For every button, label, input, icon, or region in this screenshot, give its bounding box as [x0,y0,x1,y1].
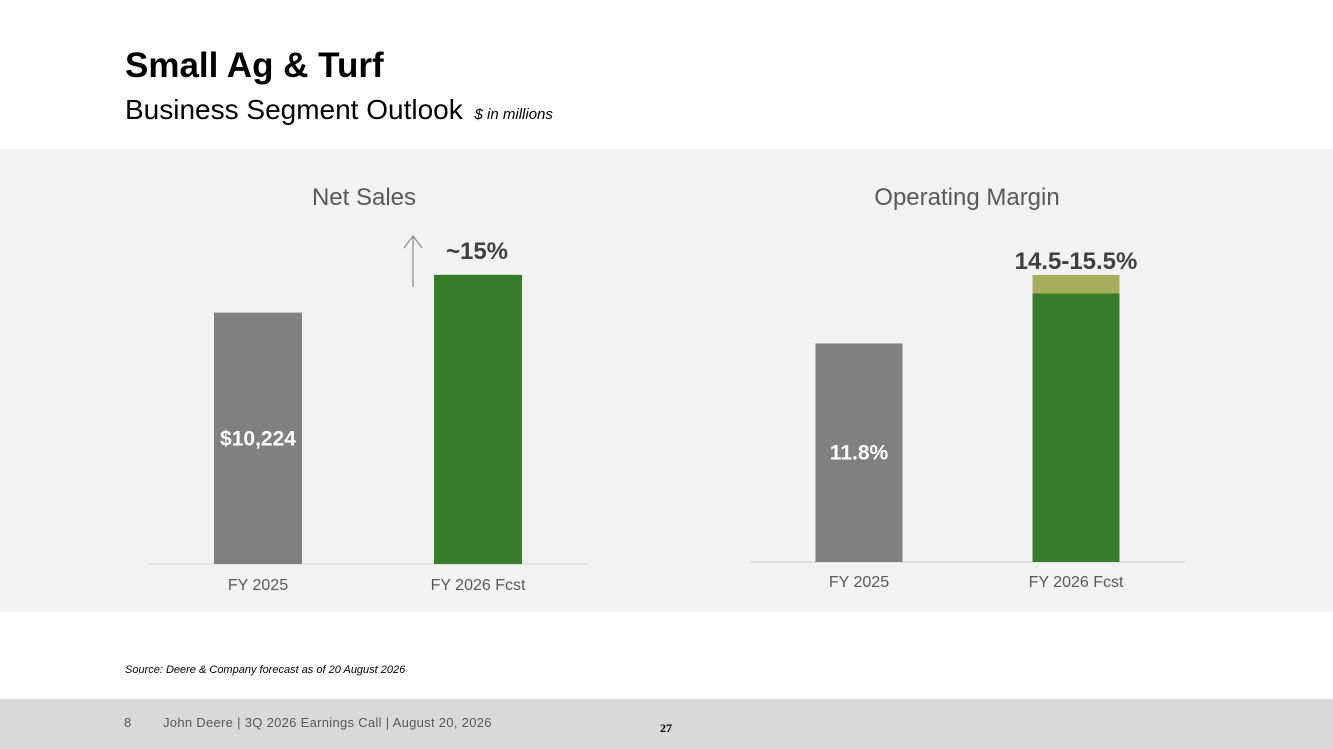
net-sales-bar-fy2026-fcst [434,274,522,564]
net-sales-chart: Net Sales $10,224 FY 2025 FY 2026 Fcst ~… [148,184,588,594]
net-sales-title: Net Sales [312,184,416,211]
chart-panel: Net Sales $10,224 FY 2025 FY 2026 Fcst ~… [0,149,1333,612]
page-subtitle: Business Segment Outlook $ in millions [125,92,553,133]
page-title: Small Ag & Turf [125,46,384,85]
operating-margin-range-segment [1032,274,1120,294]
net-sales-growth-annotation: ~15% [446,238,508,265]
footer-page-number: 8 [124,715,132,730]
operating-margin-bar-fy2026-fcst [1032,293,1120,562]
operating-margin-title: Operating Margin [874,184,1059,211]
unit-note: $ in millions [474,106,553,123]
footer-bar: 8 John Deere | 3Q 2026 Earnings Call | A… [0,699,1333,749]
source-note: Source: Deere & Company forecast as of 2… [125,664,406,676]
operating-margin-bar-label-fy2025: 11.8% [830,442,889,465]
operating-margin-chart: Operating Margin 11.8% FY 2025 FY 2026 F… [750,184,1185,591]
operating-margin-bar-fy2025 [815,343,903,562]
footer-slide-number: 27 [660,721,672,735]
net-sales-tick-fy2026-fcst: FY 2026 Fcst [431,577,526,594]
operating-margin-tick-fy2026-fcst: FY 2026 Fcst [1029,574,1124,591]
operating-margin-tick-fy2025: FY 2025 [829,574,889,591]
subtitle-text: Business Segment Outlook [125,94,463,125]
charts-svg: Net Sales $10,224 FY 2025 FY 2026 Fcst ~… [148,184,1185,594]
net-sales-bar-label-fy2025: $10,224 [220,427,296,450]
net-sales-tick-fy2025: FY 2025 [228,577,288,594]
footer-text: John Deere | 3Q 2026 Earnings Call | Aug… [163,715,492,730]
operating-margin-range-annotation: 14.5-15.5% [1015,248,1138,275]
up-arrow-icon [403,235,423,287]
net-sales-bar-fy2025 [214,312,302,564]
